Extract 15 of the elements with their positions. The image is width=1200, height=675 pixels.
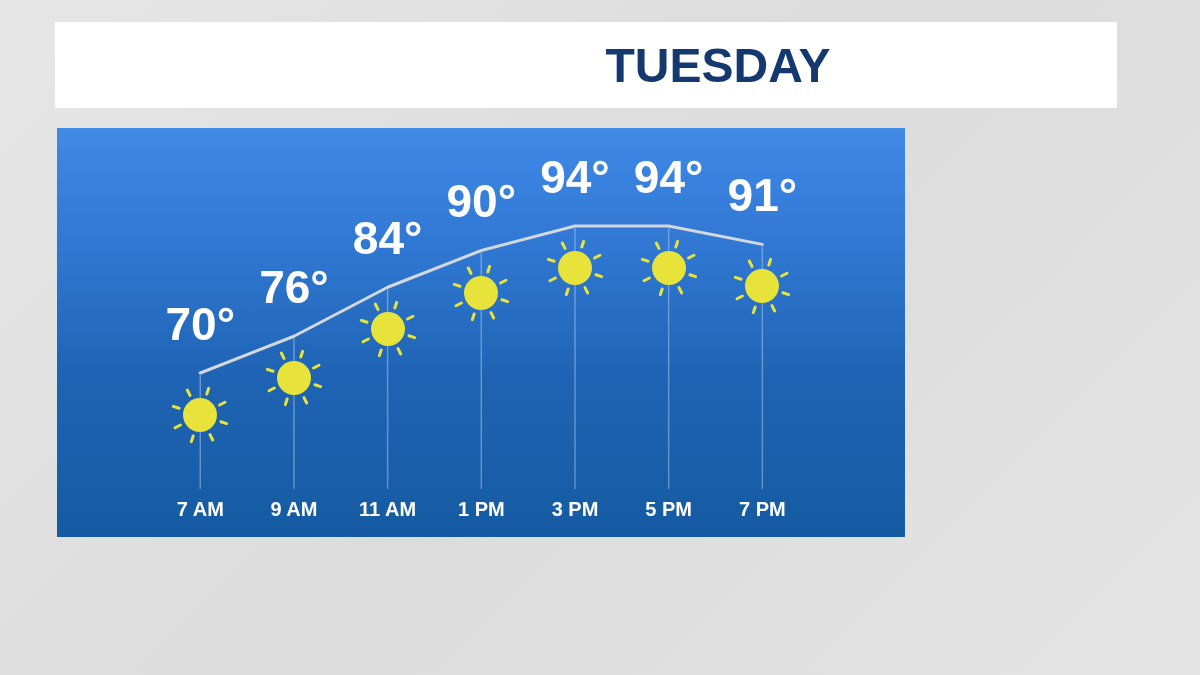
x-tick-label: 9 AM bbox=[270, 497, 318, 520]
data-label: 90° bbox=[446, 175, 517, 228]
x-tick-label: 7 PM bbox=[738, 497, 786, 520]
data-label: 84° bbox=[352, 211, 423, 264]
data-label: 94° bbox=[540, 150, 610, 203]
data-label: 76° bbox=[259, 260, 329, 313]
x-tick-label: 5 PM bbox=[645, 497, 692, 520]
x-tick-label: 3 PM bbox=[551, 497, 599, 520]
x-tick-label: 7 AM bbox=[176, 497, 224, 520]
data-label: 70° bbox=[165, 297, 236, 350]
data-label: 94° bbox=[633, 150, 704, 203]
x-tick-label: 1 PM bbox=[457, 497, 505, 520]
data-label: 91° bbox=[727, 169, 798, 222]
chart-title: TUESDAY bbox=[605, 37, 831, 93]
x-tick-label: 11 AM bbox=[359, 497, 417, 520]
